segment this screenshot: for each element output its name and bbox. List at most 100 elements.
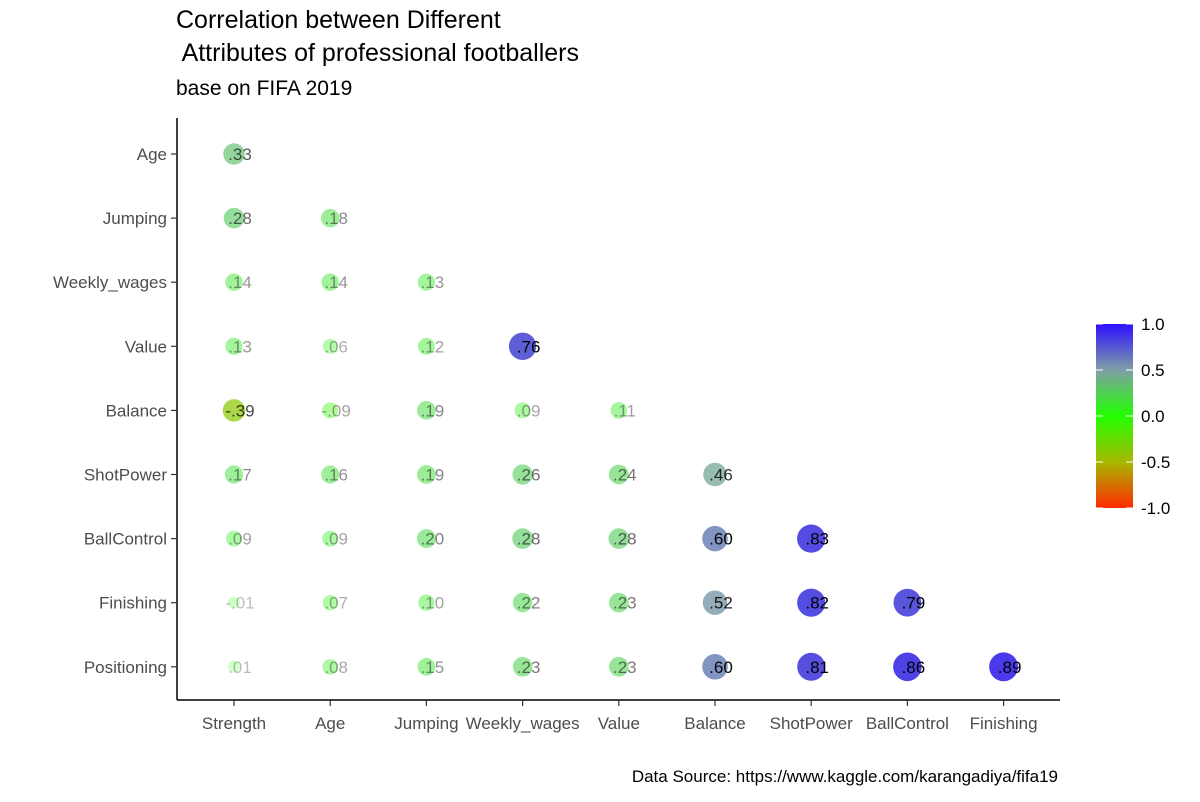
bubble-value-ballcontrol [608,528,630,549]
bubble-balance-ballcontrol [702,525,728,552]
bubble-jumping-positioning [417,657,436,676]
colorbar-label-0: 1.0 [1141,315,1165,334]
bubble-jumping-shotpower [417,465,436,484]
bubble-balance-positioning [702,654,728,680]
bubble-strength-age [223,143,245,165]
bubble-balance-shotpower [703,462,727,487]
value-label-strength-shotpower: .17 [228,466,252,485]
bubble-weekly-wages-balance [514,402,531,419]
value-label-value-finishing: .23 [613,594,637,613]
value-label-jumping-balance: .19 [421,401,445,420]
value-label-weekly-wages-finishing: .22 [517,594,541,613]
x-tick-label-ballcontrol: BallControl [866,714,949,733]
bubble-strength-balance [222,399,246,422]
bubble-jumping-finishing [418,594,435,611]
value-label-age-shotpower: .16 [324,466,348,485]
bubble-age-value [322,338,338,354]
bubble-strength-weekly-wages [225,273,243,291]
y-tick-label-finishing: Finishing [99,594,167,613]
bubble-age-finishing [322,595,338,611]
bubble-age-positioning [322,658,339,675]
bubble-weekly-wages-shotpower [512,464,533,485]
y-tick-label-ballcontrol: BallControl [84,530,167,549]
value-label-weekly-wages-shotpower: .26 [517,466,541,485]
value-label-value-shotpower: .24 [613,466,637,485]
bubble-balance-finishing [702,590,728,615]
bubble-strength-shotpower [224,465,244,484]
value-label-jumping-finishing: .10 [421,594,445,613]
bubble-strength-positioning [228,660,240,673]
value-label-strength-value: .13 [228,337,252,356]
x-tick-label-age: Age [315,714,345,733]
bubble-weekly-wages-ballcontrol [512,528,533,549]
value-label-jumping-shotpower: .19 [421,466,445,485]
value-label-balance-ballcontrol: .60 [709,530,733,549]
value-label-jumping-positioning: .15 [421,658,445,677]
colorbar-label-3: -0.5 [1141,453,1170,472]
value-label-shotpower-ballcontrol: .83 [805,530,829,549]
bubble-finishing-positioning [989,652,1019,682]
bubble-jumping-ballcontrol [416,529,436,549]
value-label-age-ballcontrol: .09 [324,530,348,549]
y-tick-label-value: Value [125,337,167,356]
value-label-balance-finishing: .52 [709,594,733,613]
bubble-age-weekly-wages [321,273,339,291]
bubble-weekly-wages-finishing [512,593,533,613]
chart-title-line-1: Correlation between Different [176,6,501,34]
bubble-ballcontrol-positioning [893,652,922,682]
value-label-strength-weekly-wages: .14 [228,273,252,292]
value-label-weekly-wages-positioning: .23 [517,658,541,677]
bubble-age-ballcontrol [322,530,339,547]
value-label-weekly-wages-value: .76 [517,337,541,356]
bubble-shotpower-positioning [797,652,826,681]
chart-title-line-2: Attributes of professional footballers [176,39,580,67]
value-label-strength-jumping: .28 [228,209,252,228]
colorbar-label-4: -1.0 [1141,499,1170,518]
value-label-shotpower-finishing: .82 [805,594,829,613]
y-tick-label-positioning: Positioning [84,658,167,677]
value-label-shotpower-positioning: .81 [805,658,829,677]
bubble-strength-ballcontrol [226,530,242,547]
value-label-strength-ballcontrol: .09 [228,530,252,549]
colorbar-label-2: 0.0 [1141,407,1165,426]
bubble-strength-value [225,337,243,355]
value-label-value-ballcontrol: .28 [613,530,637,549]
y-tick-label-jumping: Jumping [103,209,167,228]
x-tick-label-weekly-wages: Weekly_wages [466,714,580,733]
bubble-strength-finishing [228,596,240,609]
x-tick-label-value: Value [598,714,640,733]
value-label-strength-balance: -.39 [225,401,254,420]
chart-caption: Data Source: https://www.kaggle.com/kara… [631,767,1058,786]
bubble-ballcontrol-finishing [893,588,922,617]
value-label-value-positioning: .23 [613,658,637,677]
bubble-value-shotpower [608,464,629,485]
x-tick-label-finishing: Finishing [970,714,1038,733]
bubble-strength-jumping [223,207,245,229]
bubble-age-jumping [320,208,340,228]
value-label-value-balance: .11 [614,401,636,420]
bubble-shotpower-finishing [797,588,826,617]
value-label-age-balance: -.09 [322,401,351,420]
value-label-finishing-positioning: .89 [998,658,1022,677]
value-label-balance-positioning: .60 [709,658,733,677]
value-label-weekly-wages-ballcontrol: .28 [517,530,541,549]
x-tick-label-strength: Strength [202,714,266,733]
y-tick-label-balance: Balance [106,401,167,420]
bubble-value-finishing [609,592,629,613]
y-tick-label-shotpower: ShotPower [84,466,167,485]
value-label-weekly-wages-balance: .09 [517,401,541,420]
chart-subtitle: base on FIFA 2019 [176,77,353,100]
bubble-value-balance [610,402,628,419]
bubble-value-positioning [609,657,629,677]
value-label-age-jumping: .18 [324,209,348,228]
bubble-age-shotpower [321,465,340,484]
bubble-jumping-value [417,337,435,355]
value-label-ballcontrol-positioning: .86 [902,658,926,677]
value-label-jumping-ballcontrol: .20 [421,530,445,549]
value-label-jumping-value: .12 [421,337,445,356]
bubble-jumping-balance [417,401,436,420]
value-label-age-value: .06 [324,337,348,356]
x-tick-label-jumping: Jumping [394,714,458,733]
value-label-strength-age: .33 [228,145,252,164]
